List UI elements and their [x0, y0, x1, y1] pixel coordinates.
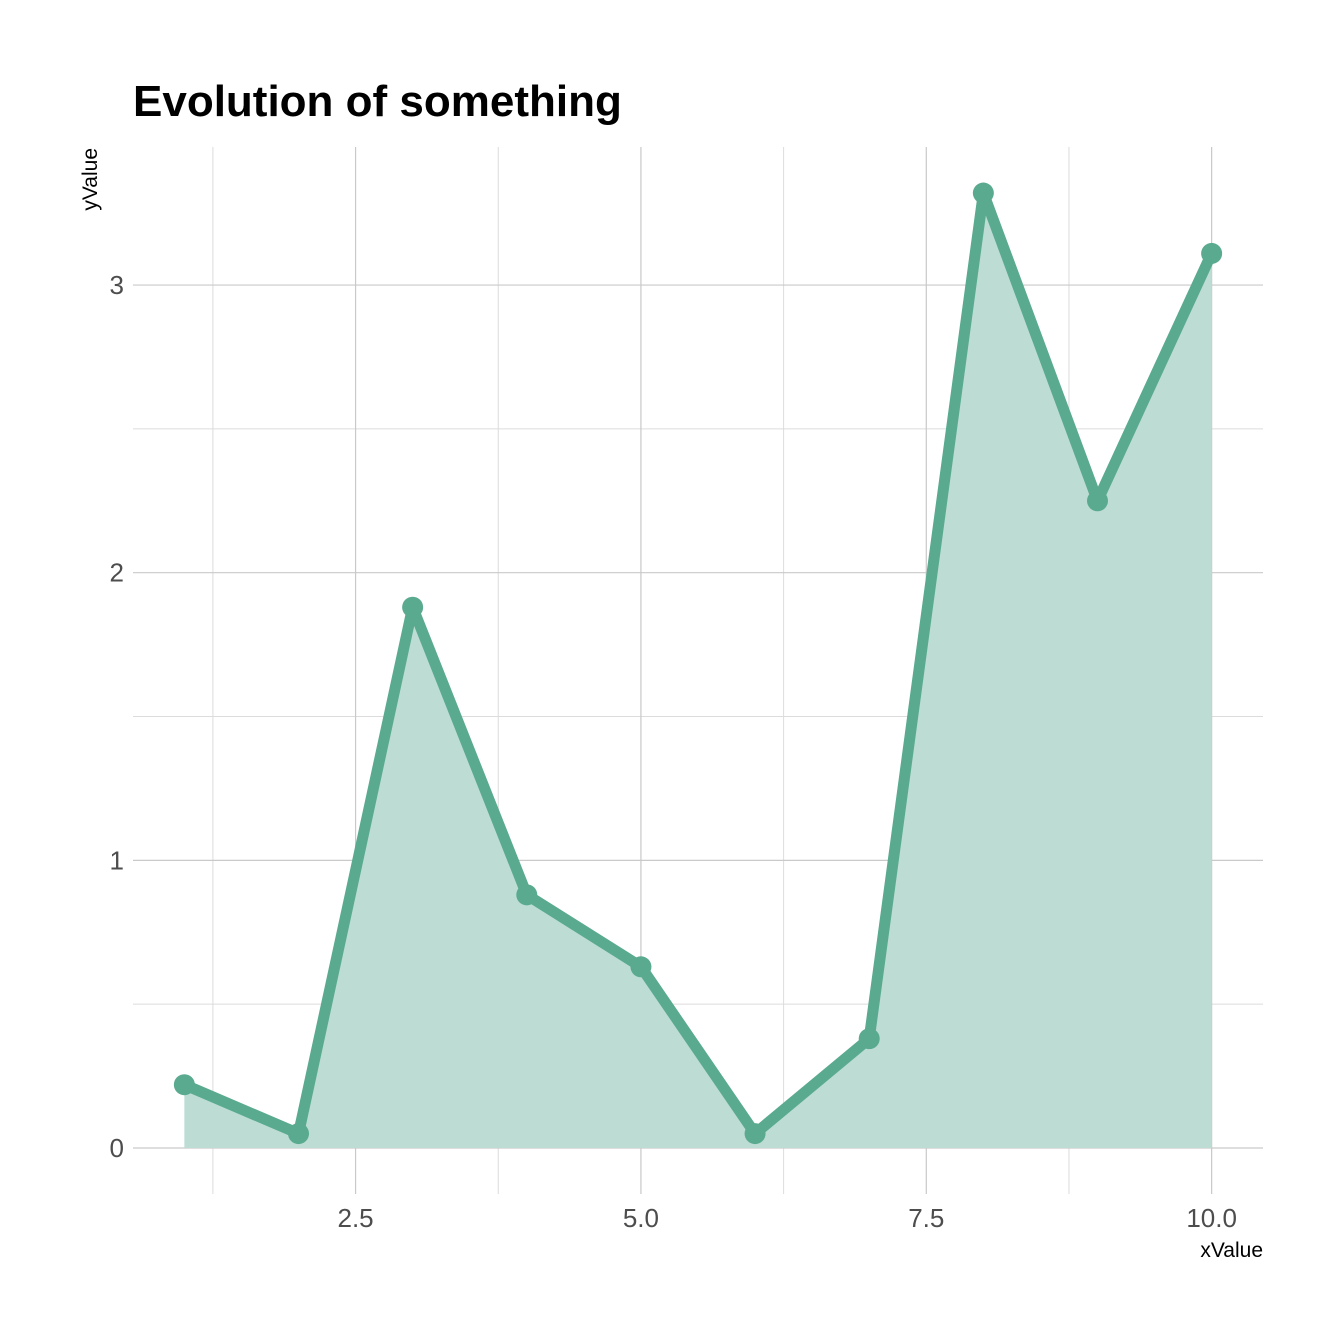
- series-line: [178, 187, 1218, 1140]
- y-tick-label: 1: [110, 845, 124, 875]
- data-point: [630, 956, 652, 978]
- data-point: [402, 596, 424, 618]
- y-tick-label: 0: [110, 1133, 124, 1163]
- data-point: [516, 884, 538, 906]
- area-fill: [184, 193, 1212, 1148]
- chart-title: Evolution of something: [133, 77, 622, 126]
- area-layer: [184, 193, 1212, 1148]
- point-layer: [173, 182, 1223, 1145]
- x-tick-label: 7.5: [908, 1203, 944, 1233]
- data-point: [744, 1123, 766, 1145]
- data-point: [288, 1123, 310, 1145]
- y-tick-label: 2: [110, 558, 124, 588]
- x-tick-label: 5.0: [623, 1203, 659, 1233]
- data-point: [173, 1074, 195, 1096]
- line-layer: [178, 187, 1218, 1140]
- x-axis-ticks: 2.5 5.0 7.5 10.0: [337, 1203, 1236, 1233]
- x-tick-label: 2.5: [337, 1203, 373, 1233]
- data-point: [1201, 242, 1223, 264]
- x-axis-title: xValue: [1200, 1239, 1263, 1262]
- y-axis-ticks: 0 1 2 3: [110, 270, 124, 1163]
- data-point: [972, 182, 994, 204]
- data-point: [858, 1028, 880, 1050]
- x-tick-label: 10.0: [1186, 1203, 1237, 1233]
- y-axis-title: yValue: [79, 148, 102, 211]
- data-point: [1086, 490, 1108, 512]
- y-tick-label: 3: [110, 270, 124, 300]
